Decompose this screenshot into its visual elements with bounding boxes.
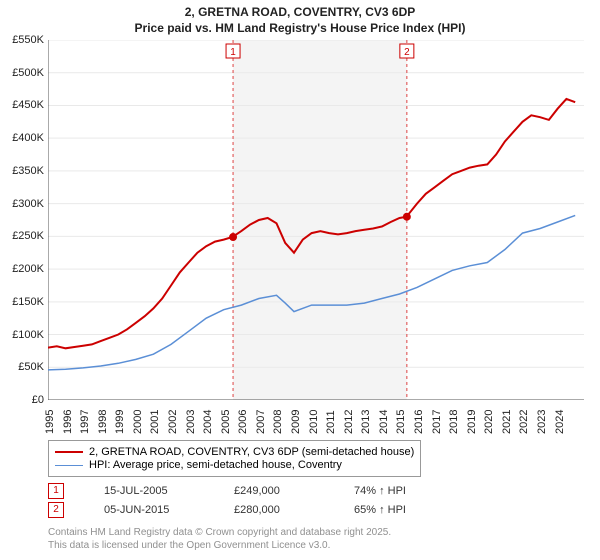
ytick-label: £200K [12, 263, 44, 275]
xtick-label: 2013 [360, 410, 372, 434]
ytick-label: £50K [18, 361, 44, 373]
footer-attribution: Contains HM Land Registry data © Crown c… [48, 526, 391, 552]
xtick-label: 1999 [114, 410, 126, 434]
tx-price: £249,000 [234, 485, 314, 497]
price-chart: 12 [48, 40, 584, 400]
xtick-label: 2019 [466, 410, 478, 434]
ytick-label: £150K [12, 296, 44, 308]
xtick-label: 2020 [483, 410, 495, 434]
tx-date: 15-JUL-2005 [104, 485, 194, 497]
xtick-label: 1996 [62, 410, 74, 434]
legend-label: HPI: Average price, semi-detached house,… [89, 459, 342, 471]
xtick-label: 2012 [343, 410, 355, 434]
legend-row: 2, GRETNA ROAD, COVENTRY, CV3 6DP (semi-… [55, 446, 414, 458]
legend-swatch [55, 451, 83, 453]
xtick-label: 2018 [448, 410, 460, 434]
title-line2: Price paid vs. HM Land Registry's House … [0, 20, 600, 36]
xtick-label: 2008 [272, 410, 284, 434]
ytick-label: £250K [12, 230, 44, 242]
xtick-label: 2022 [518, 410, 530, 434]
ytick-label: £350K [12, 165, 44, 177]
svg-text:2: 2 [404, 47, 410, 58]
xtick-label: 2021 [501, 410, 513, 434]
chart-title: 2, GRETNA ROAD, COVENTRY, CV3 6DP Price … [0, 0, 600, 36]
footer-line1: Contains HM Land Registry data © Crown c… [48, 526, 391, 539]
xtick-label: 2016 [413, 410, 425, 434]
svg-text:1: 1 [230, 47, 236, 58]
xtick-label: 2003 [185, 410, 197, 434]
xtick-label: 1998 [97, 410, 109, 434]
tx-date: 05-JUN-2015 [104, 504, 194, 516]
xtick-label: 2009 [290, 410, 302, 434]
xtick-label: 2001 [149, 410, 161, 434]
footer-line2: This data is licensed under the Open Gov… [48, 539, 391, 552]
xtick-label: 2017 [431, 410, 443, 434]
xtick-label: 2007 [255, 410, 267, 434]
transaction-table: 1 15-JUL-2005 £249,000 74% ↑ HPI 2 05-JUN-201… [48, 480, 406, 521]
xtick-label: 2023 [536, 410, 548, 434]
xtick-label: 2015 [395, 410, 407, 434]
xtick-label: 2011 [325, 410, 337, 434]
tx-marker: 2 [48, 502, 64, 518]
tx-marker: 1 [48, 483, 64, 499]
ytick-label: £400K [12, 132, 44, 144]
ytick-label: £550K [12, 34, 44, 46]
ytick-label: £450K [12, 99, 44, 111]
xtick-label: 2004 [202, 410, 214, 434]
ytick-label: £0 [32, 394, 44, 406]
tx-row: 2 05-JUN-2015 £280,000 65% ↑ HPI [48, 502, 406, 518]
xtick-label: 2024 [554, 410, 566, 434]
xtick-label: 1997 [79, 410, 91, 434]
legend-row: HPI: Average price, semi-detached house,… [55, 459, 414, 471]
title-line1: 2, GRETNA ROAD, COVENTRY, CV3 6DP [0, 4, 600, 20]
tx-hpi: 65% ↑ HPI [354, 504, 406, 516]
xtick-label: 2014 [378, 410, 390, 434]
xtick-label: 2006 [237, 410, 249, 434]
xtick-label: 2002 [167, 410, 179, 434]
legend-swatch [55, 465, 83, 466]
xtick-label: 2010 [308, 410, 320, 434]
tx-price: £280,000 [234, 504, 314, 516]
ytick-label: £300K [12, 198, 44, 210]
xtick-label: 1995 [44, 410, 56, 434]
legend-label: 2, GRETNA ROAD, COVENTRY, CV3 6DP (semi-… [89, 446, 414, 458]
ytick-label: £100K [12, 329, 44, 341]
legend: 2, GRETNA ROAD, COVENTRY, CV3 6DP (semi-… [48, 440, 421, 477]
tx-row: 1 15-JUL-2005 £249,000 74% ↑ HPI [48, 483, 406, 499]
xtick-label: 2005 [220, 410, 232, 434]
tx-hpi: 74% ↑ HPI [354, 485, 406, 497]
xtick-label: 2000 [132, 410, 144, 434]
ytick-label: £500K [12, 67, 44, 79]
